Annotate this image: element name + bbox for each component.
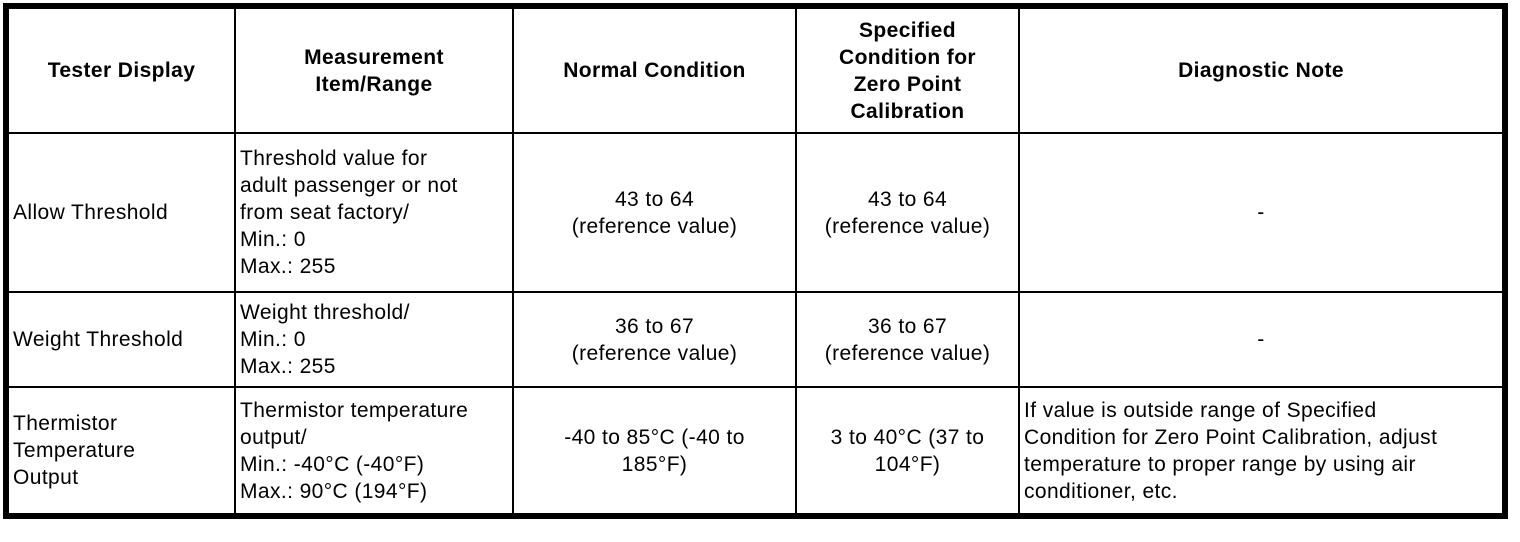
header-measurement-item-range: Measurement Item/Range xyxy=(234,5,514,134)
tester-calibration-spec-table: Tester Display Measurement Item/Range No… xyxy=(3,3,1508,519)
cell-zero-point-condition: 43 to 64 (reference value) xyxy=(795,132,1020,293)
cell-normal-condition: 36 to 67 (reference value) xyxy=(512,291,797,388)
cell-normal-condition: -40 to 85°C (-40 to 185°F) xyxy=(512,386,797,517)
header-diagnostic-note: Diagnostic Note xyxy=(1018,5,1506,134)
header-tester-display: Tester Display xyxy=(5,5,236,134)
table-row-thermistor-temperature-output: Thermistor Temperature Output Thermistor… xyxy=(5,386,1506,517)
cell-tester-display: Weight Threshold xyxy=(5,291,236,388)
table-row-allow-threshold: Allow Threshold Threshold value for adul… xyxy=(5,132,1506,293)
header-normal-condition: Normal Condition xyxy=(512,5,797,134)
header-zero-point-condition: Specified Condition for Zero Point Calib… xyxy=(795,5,1020,134)
header-row: Tester Display Measurement Item/Range No… xyxy=(5,5,1506,134)
cell-measurement-item-range: Weight threshold/ Min.: 0 Max.: 255 xyxy=(234,291,514,388)
cell-measurement-item-range: Threshold value for adult passenger or n… xyxy=(234,132,514,293)
cell-tester-display: Thermistor Temperature Output xyxy=(5,386,236,517)
cell-zero-point-condition: 3 to 40°C (37 to 104°F) xyxy=(795,386,1020,517)
cell-zero-point-condition: 36 to 67 (reference value) xyxy=(795,291,1020,388)
cell-normal-condition: 43 to 64 (reference value) xyxy=(512,132,797,293)
table-row-weight-threshold: Weight Threshold Weight threshold/ Min.:… xyxy=(5,291,1506,388)
cell-measurement-item-range: Thermistor temperature output/ Min.: -40… xyxy=(234,386,514,517)
cell-diagnostic-note: If value is outside range of Specified C… xyxy=(1018,386,1506,517)
cell-diagnostic-note: - xyxy=(1018,291,1506,388)
cell-tester-display: Allow Threshold xyxy=(5,132,236,293)
cell-diagnostic-note: - xyxy=(1018,132,1506,293)
